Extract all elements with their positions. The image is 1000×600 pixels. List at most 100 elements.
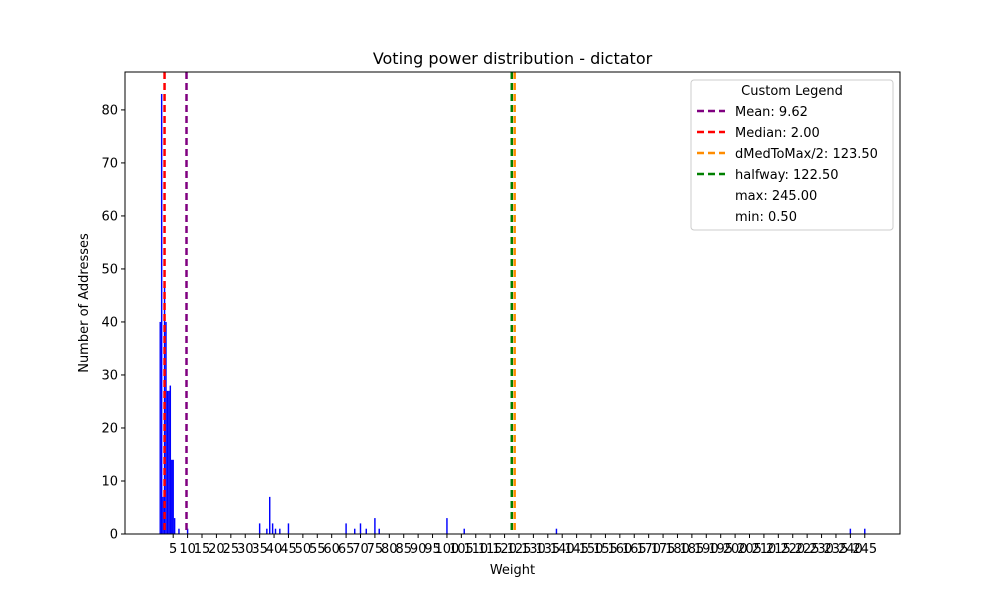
bar-1 (160, 94, 163, 534)
x-tick-label-17: 90 (410, 542, 427, 557)
x-tick-label-37: 190 (694, 542, 719, 557)
x-tick-label-8: 45 (280, 542, 297, 557)
bar-20 (345, 523, 347, 534)
x-tick-label-32: 165 (622, 542, 647, 557)
x-tick-label-9: 50 (295, 542, 312, 557)
x-tick-label-0: 5 (169, 542, 177, 557)
legend-entry-1: Median: 2.00 (735, 126, 820, 141)
x-tick-label-11: 60 (323, 542, 340, 557)
x-tick-label-4: 25 (223, 542, 240, 557)
bar-9 (172, 459, 174, 534)
legend-extra-entry-1: min: 0.50 (735, 210, 797, 225)
x-tick-label-7: 40 (266, 542, 283, 557)
legend-entry-0: Mean: 9.62 (735, 105, 808, 120)
x-tick-label-45: 230 (809, 542, 834, 557)
y-tick-label-5: 50 (101, 262, 118, 277)
legend-extra-entry-0: max: 245.00 (735, 189, 817, 204)
x-tick-label-24: 125 (507, 542, 532, 557)
bar-7 (169, 385, 172, 534)
x-tick-label-30: 155 (593, 542, 618, 557)
bar-4 (165, 321, 167, 534)
x-tick-label-14: 75 (367, 542, 384, 557)
bar-22 (359, 523, 362, 534)
x-tick-label-25: 130 (521, 542, 546, 557)
legend-box (690, 79, 894, 231)
y-tick-label-2: 20 (101, 421, 118, 436)
bar-16 (271, 523, 274, 534)
y-tick-label-1: 10 (101, 474, 118, 489)
bar-13 (258, 523, 261, 534)
x-tick-label-2: 15 (194, 542, 211, 557)
bar-3 (163, 284, 166, 534)
x-tick-label-44: 225 (795, 542, 820, 557)
bar-17 (274, 528, 277, 534)
x-tick-label-15: 80 (381, 542, 398, 557)
x-tick-label-38: 195 (708, 542, 733, 557)
bar-2 (162, 496, 164, 534)
x-tick-label-28: 145 (564, 542, 589, 557)
x-tick-label-41: 210 (752, 542, 777, 557)
bar-24 (374, 518, 376, 534)
bar-29 (849, 528, 852, 534)
x-tick-label-35: 180 (665, 542, 690, 557)
bar-25 (378, 528, 380, 534)
y-tick-label-4: 40 (101, 315, 118, 330)
x-tick-label-42: 215 (766, 542, 791, 557)
bar-21 (354, 528, 356, 534)
bar-19 (287, 523, 290, 534)
bar-0 (159, 321, 161, 534)
x-tick-label-48: 245 (852, 542, 877, 557)
bar-10 (173, 518, 176, 534)
x-tick-label-43: 220 (780, 542, 805, 557)
bar-11 (178, 528, 180, 534)
y-axis-label: Number of Addresses (77, 233, 92, 373)
y-tick-label-8: 80 (101, 103, 118, 118)
legend: Custom Legend Mean: 9.62 Median: 2.00 dMed… (690, 79, 894, 231)
x-tick-label-31: 160 (607, 542, 632, 557)
legend-entry-2: dMedToMax/2: 123.50 (735, 147, 878, 162)
legend-title: Custom Legend (741, 84, 843, 99)
bar-15 (269, 496, 271, 534)
x-tick-label-13: 70 (352, 542, 369, 557)
bar-28 (555, 528, 558, 534)
x-tick-label-5: 30 (237, 542, 254, 557)
x-tick-label-39: 200 (723, 542, 748, 557)
y-tick-label-3: 30 (101, 368, 118, 383)
x-tick-label-47: 240 (838, 542, 863, 557)
x-tick-label-18: 95 (424, 542, 441, 557)
x-tick-label-40: 205 (737, 542, 762, 557)
x-tick-label-3: 20 (208, 542, 225, 557)
bar-6 (168, 390, 170, 534)
x-tick-label-21: 110 (463, 542, 488, 557)
x-tick-label-12: 65 (338, 542, 355, 557)
chart-title: Voting power distribution - dictator (373, 49, 653, 68)
x-tick-label-19: 100 (435, 542, 460, 557)
bar-14 (266, 528, 268, 534)
x-tick-label-16: 85 (395, 542, 412, 557)
bar-5 (166, 390, 169, 534)
x-tick-label-36: 185 (679, 542, 704, 557)
x-tick-label-6: 35 (251, 542, 268, 557)
bar-8 (171, 459, 173, 534)
x-tick-label-27: 140 (550, 542, 575, 557)
x-axis-label: Weight (490, 563, 535, 578)
x-tick-label-34: 175 (651, 542, 676, 557)
x-tick-label-26: 135 (535, 542, 560, 557)
plot-area (159, 72, 866, 534)
x-tick-label-20: 105 (449, 542, 474, 557)
x-tick-label-33: 170 (636, 542, 661, 557)
y-tick-label-7: 70 (101, 156, 118, 171)
bar-27 (463, 528, 465, 534)
x-tick-label-10: 55 (309, 542, 326, 557)
bar-30 (864, 528, 866, 534)
x-tick-label-46: 235 (824, 542, 849, 557)
bar-18 (279, 528, 281, 534)
y-tick-label-0: 0 (110, 528, 118, 543)
y-tick-label-6: 60 (101, 209, 118, 224)
x-tick-label-23: 120 (492, 542, 517, 557)
bar-23 (365, 528, 367, 534)
bar-12 (186, 528, 189, 534)
axes-frame (124, 71, 901, 535)
x-tick-label-1: 10 (179, 542, 196, 557)
